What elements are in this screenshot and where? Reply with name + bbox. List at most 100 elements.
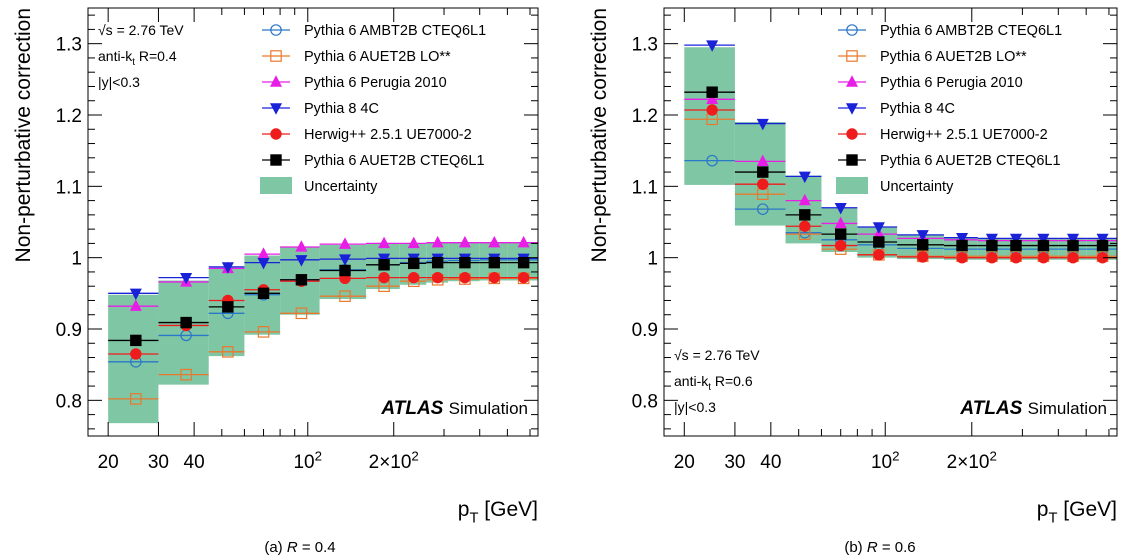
rapidity-label: |y|<0.3 bbox=[674, 399, 716, 415]
data-point bbox=[180, 368, 192, 381]
plot-frame bbox=[663, 7, 1118, 437]
legend-marker bbox=[846, 128, 858, 140]
data-point bbox=[873, 236, 885, 248]
y-tick-label: 0.8 bbox=[632, 391, 658, 412]
data-point bbox=[338, 237, 352, 249]
data-point bbox=[1010, 239, 1022, 252]
data-point bbox=[798, 193, 811, 206]
data-point bbox=[956, 232, 969, 245]
plot-frame bbox=[87, 7, 539, 437]
x-tick-label: 102 bbox=[871, 448, 900, 473]
data-point bbox=[706, 40, 719, 52]
y-tick-label: 0.9 bbox=[56, 320, 82, 341]
data-point bbox=[459, 256, 471, 269]
data-point bbox=[222, 301, 234, 313]
legend-marker bbox=[845, 103, 859, 115]
data-point bbox=[338, 254, 352, 266]
data-point bbox=[956, 239, 968, 252]
data-point bbox=[257, 247, 270, 259]
rapidity-label: |y|<0.3 bbox=[98, 74, 140, 90]
legend-label: Pythia 6 AMBT2B CTEQ6L1 bbox=[304, 23, 486, 39]
plot-area bbox=[108, 235, 538, 424]
y-tick-label: 1.1 bbox=[632, 177, 658, 198]
legend-label: Pythia 6 AUET2B CTEQ6L1 bbox=[880, 153, 1061, 169]
legend-label: Herwig++ 2.5.1 UE7000-2 bbox=[880, 127, 1048, 143]
legend-label: Pythia 6 AUET2B CTEQ6L1 bbox=[304, 153, 485, 169]
data-point bbox=[799, 209, 811, 221]
data-point bbox=[339, 290, 351, 302]
legend-label: Pythia 6 AUET2B LO** bbox=[304, 49, 451, 65]
x-tick-label: 2×102 bbox=[369, 448, 419, 473]
y-tick-label: 0.8 bbox=[56, 391, 82, 412]
data-point bbox=[706, 154, 718, 167]
data-point bbox=[1010, 251, 1022, 264]
energy-label: √s = 2.76 TeV bbox=[98, 22, 184, 38]
data-point bbox=[378, 236, 391, 249]
data-point bbox=[295, 274, 308, 286]
data-point bbox=[756, 118, 769, 131]
data-point bbox=[488, 271, 501, 284]
data-point bbox=[985, 233, 998, 246]
data-point bbox=[378, 259, 390, 271]
legend-label: Pythia 6 AUET2B LO** bbox=[880, 49, 1027, 65]
algorithm-label: anti-kt R=0.6 bbox=[674, 373, 753, 393]
data-point bbox=[1037, 251, 1050, 264]
data-point bbox=[916, 230, 929, 242]
legend-marker bbox=[846, 24, 858, 36]
data-point bbox=[222, 346, 234, 358]
data-point bbox=[706, 92, 719, 105]
data-point bbox=[431, 235, 444, 248]
legend-label: Pythia 6 Perugia 2010 bbox=[880, 75, 1023, 91]
data-point bbox=[517, 271, 530, 284]
y-tick-label: 1 bbox=[71, 249, 82, 270]
legend-label: Pythia 6 AMBT2B CTEQ6L1 bbox=[880, 23, 1062, 39]
data-point bbox=[872, 222, 885, 234]
data-point bbox=[257, 257, 270, 270]
data-point bbox=[873, 249, 885, 261]
data-point bbox=[458, 235, 471, 248]
x-tick-label: 2×102 bbox=[947, 448, 997, 473]
data-point bbox=[706, 86, 718, 98]
x-axis-title: pT [GeV] bbox=[458, 498, 538, 526]
uncertainty-band-bin bbox=[684, 47, 735, 185]
legend-marker bbox=[846, 50, 858, 62]
data-point bbox=[180, 272, 193, 285]
data-point bbox=[221, 262, 234, 274]
figure-caption: (a) R = 0.4 bbox=[264, 539, 335, 556]
legend-label: Uncertainty bbox=[880, 179, 954, 195]
y-tick-label: 1.1 bbox=[56, 177, 82, 198]
data-point bbox=[130, 348, 142, 360]
data-point bbox=[798, 171, 811, 184]
data-point bbox=[757, 178, 769, 190]
legend-marker bbox=[845, 75, 859, 87]
data-point bbox=[517, 235, 530, 248]
data-point bbox=[1096, 239, 1109, 252]
data-point bbox=[129, 299, 142, 311]
data-point bbox=[706, 104, 718, 116]
legend-marker bbox=[269, 75, 283, 87]
data-point bbox=[917, 239, 929, 251]
legend-label: Pythia 8 4C bbox=[880, 101, 955, 117]
data-point bbox=[1009, 233, 1023, 246]
legend-marker bbox=[270, 50, 282, 62]
chart-panel-R04: 0.8 0.9 1 1.1 1.2 1.3 20 30 40 102 2×102 pT [GeV] No… bbox=[12, 7, 539, 556]
data-point bbox=[835, 239, 847, 252]
legend-label: Uncertainty bbox=[304, 179, 378, 195]
y-tick-label: 0.9 bbox=[632, 320, 658, 341]
data-point bbox=[431, 271, 444, 284]
chart-panel-R06: 0.8 0.9 1 1.1 1.2 1.3 20 30 40 102 2×102 pT [GeV] No… bbox=[588, 7, 1118, 556]
data-point bbox=[378, 271, 390, 284]
data-point bbox=[130, 393, 142, 405]
data-point bbox=[295, 255, 308, 267]
x-tick-label: 40 bbox=[760, 452, 781, 473]
legend-label: Herwig++ 2.5.1 UE7000-2 bbox=[304, 127, 472, 143]
data-point bbox=[129, 288, 142, 301]
data-point bbox=[257, 287, 270, 300]
legend-band-swatch bbox=[260, 177, 292, 194]
data-point bbox=[834, 216, 847, 229]
data-point bbox=[917, 251, 929, 263]
data-point bbox=[295, 307, 308, 320]
plot-area bbox=[684, 40, 1117, 264]
data-point bbox=[1067, 239, 1079, 252]
data-point bbox=[459, 271, 471, 284]
